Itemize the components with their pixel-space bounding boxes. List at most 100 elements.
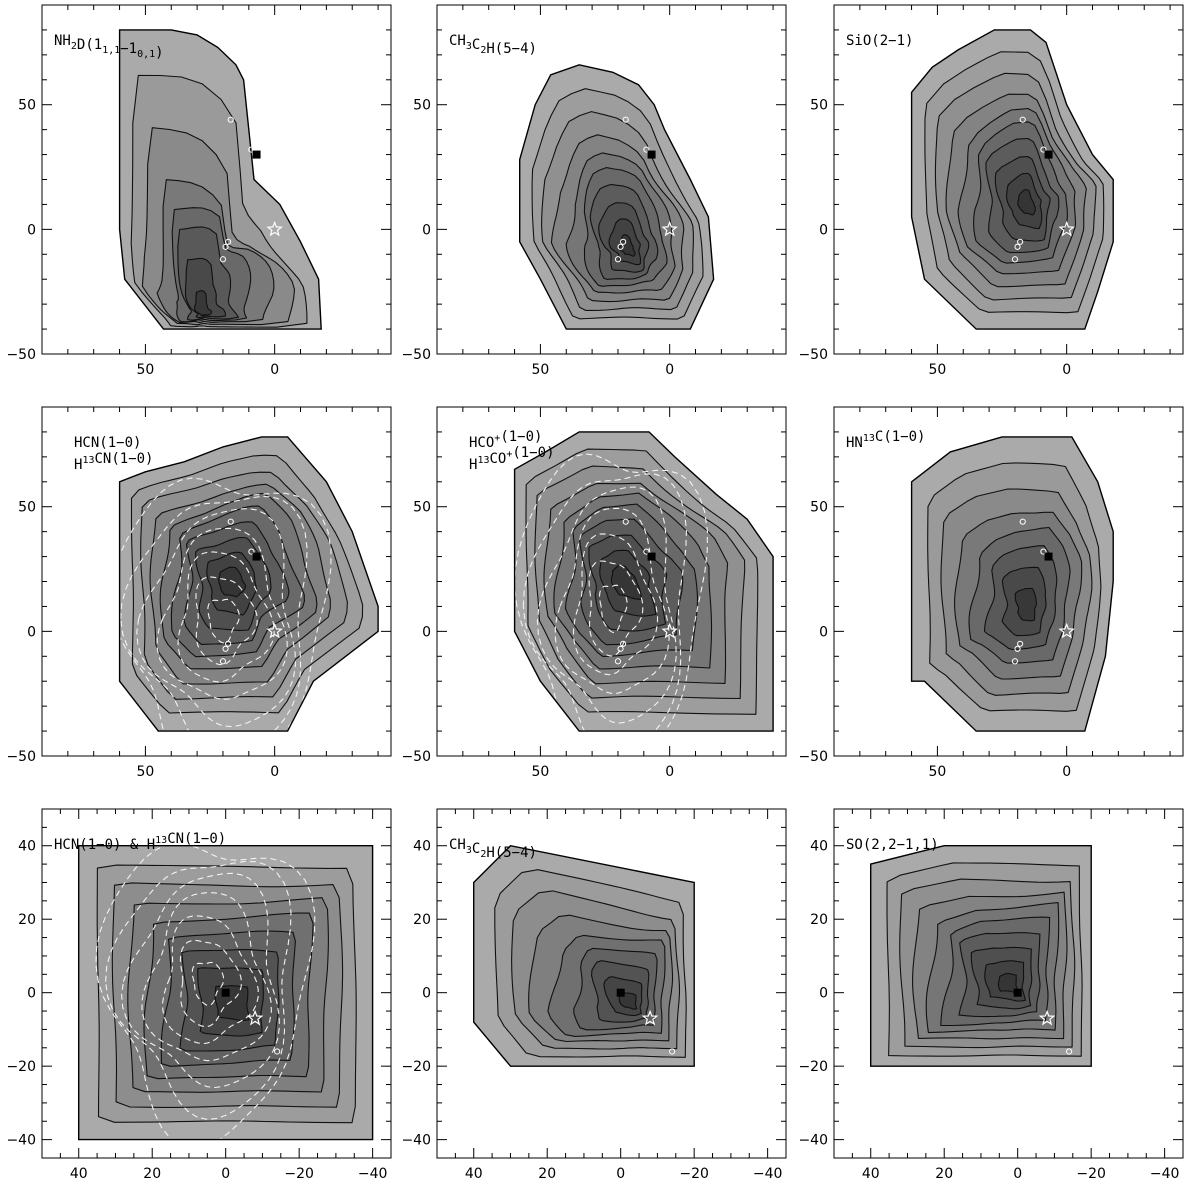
x-tick-label: −40 <box>358 1166 388 1182</box>
dashed-contour-1 <box>120 495 308 732</box>
panel-p1: 50 0 50 0 −50 NH2D(11,1−10,1) <box>6 4 392 378</box>
dashed-contour-6 <box>207 598 240 644</box>
source-circle-marker <box>617 645 624 652</box>
y-tick-label: −40 <box>798 1133 828 1149</box>
source-circle-marker <box>274 1048 281 1055</box>
x-tick-label: 0 <box>616 1166 625 1182</box>
panel-p4: 50 0 50 0 −50 HCN(1−0)H13CN(1−0) <box>6 406 392 780</box>
square-marker <box>252 150 261 159</box>
y-tick-label: 0 <box>27 624 36 640</box>
x-tick-label: −20 <box>1076 1166 1106 1182</box>
source-circle-marker <box>1066 1048 1073 1055</box>
contour-level-9 <box>1017 189 1036 216</box>
y-tick-label: 50 <box>810 500 828 516</box>
y-tick-label: −20 <box>6 1059 36 1075</box>
y-tick-label: −50 <box>6 749 36 765</box>
square-marker <box>616 988 625 997</box>
dashed-contour-5 <box>588 560 644 657</box>
contour-map <box>119 436 379 732</box>
panel-label: HCN(1−0) & H13CN(1−0) <box>54 831 226 853</box>
x-tick-label: 0 <box>221 1166 230 1182</box>
star-marker <box>266 622 283 639</box>
y-tick-label: −20 <box>401 1059 431 1075</box>
star-marker <box>246 1009 264 1026</box>
x-tick-label: −20 <box>679 1166 709 1182</box>
source-circle-marker <box>1017 238 1024 245</box>
dashed-contour-2 <box>136 508 296 728</box>
source-circle-marker <box>622 116 629 123</box>
y-tick-label: 0 <box>422 222 431 238</box>
x-tick-label: 50 <box>928 362 946 378</box>
panel-p9: 40 20 0 −20 −40 40 20 0 −20 −40 SO(2,2−1,1) <box>798 808 1184 1182</box>
y-tick-label: 0 <box>422 986 431 1002</box>
contour-level-7 <box>194 290 213 317</box>
y-tick-label: −50 <box>401 347 431 363</box>
x-tick-label: 0 <box>665 362 674 378</box>
source-circle-marker <box>1011 256 1019 263</box>
contour-map <box>519 64 714 330</box>
dashed-contour-5 <box>179 939 243 1028</box>
star-marker <box>1038 1009 1056 1026</box>
y-tick-label: 0 <box>27 222 36 238</box>
dashed-contour-2 <box>121 872 280 1089</box>
x-tick-label: 0 <box>1062 362 1071 378</box>
contour-map <box>473 845 695 1067</box>
panel-p8: 40 20 0 −20 −40 40 20 0 −20 −40 CH3C2H(5−4) <box>401 808 787 1182</box>
x-tick-label: 40 <box>70 1166 88 1182</box>
y-tick-label: 0 <box>27 986 36 1002</box>
contour-map <box>870 845 1092 1067</box>
y-tick-label: −50 <box>798 749 828 765</box>
map-outline <box>513 431 774 732</box>
y-tick-label: 40 <box>413 839 431 855</box>
source-circle-marker <box>225 238 232 245</box>
dashed-contour-0 <box>514 453 708 732</box>
y-tick-label: 50 <box>18 98 36 114</box>
panel-label: SO(2,2−1,1) <box>846 837 939 853</box>
star-marker <box>1058 622 1075 639</box>
source-circle-marker <box>622 518 629 525</box>
source-circle-marker <box>614 256 622 263</box>
dashed-contour-3 <box>141 892 272 1062</box>
x-tick-label: 50 <box>928 764 946 780</box>
y-tick-label: −40 <box>401 1133 431 1149</box>
y-tick-label: 40 <box>810 839 828 855</box>
star-marker <box>641 1009 659 1026</box>
y-tick-label: 0 <box>422 624 431 640</box>
source-circle-marker <box>643 548 650 555</box>
map-outline <box>910 436 1114 732</box>
x-tick-label: 0 <box>1062 764 1071 780</box>
panel-label: HN13C(1−0) <box>846 429 925 451</box>
source-circle-marker <box>219 658 227 665</box>
x-tick-label: 50 <box>531 764 549 780</box>
dashed-contour-4 <box>177 551 275 683</box>
square-marker <box>647 552 656 561</box>
x-tick-label: 40 <box>862 1166 880 1182</box>
dashed-contour-3 <box>156 527 288 700</box>
x-tick-label: 50 <box>136 362 154 378</box>
x-tick-label: 0 <box>270 764 279 780</box>
dashed-contour-0 <box>119 477 332 732</box>
contour-map <box>911 29 1114 330</box>
source-circle-marker <box>1019 116 1026 123</box>
contour-map <box>119 29 322 330</box>
panel-p6: 50 0 50 0 −50 HN13C(1−0) <box>798 406 1184 780</box>
source-circle-marker <box>1014 243 1021 250</box>
x-tick-label: −40 <box>1150 1166 1180 1182</box>
x-tick-label: 0 <box>1013 1166 1022 1182</box>
contour-level-7 <box>1014 587 1037 622</box>
map-outline <box>870 845 1092 1067</box>
y-tick-label: −50 <box>798 347 828 363</box>
source-circle-marker <box>620 640 627 647</box>
star-marker <box>661 622 678 639</box>
panel-label: HCO+(1−0) <box>469 429 542 451</box>
square-marker <box>647 150 656 159</box>
square-marker <box>252 552 261 561</box>
contour-level-9 <box>218 566 247 598</box>
y-tick-label: 50 <box>413 500 431 516</box>
square-marker <box>221 988 230 997</box>
source-circle-marker <box>248 146 255 153</box>
x-tick-label: 50 <box>531 362 549 378</box>
x-tick-label: 20 <box>538 1166 556 1182</box>
panel-p7: 40 20 0 −20 −40 40 20 0 −20 −40 HCN(1−0) & H13CN(1… <box>6 808 392 1182</box>
